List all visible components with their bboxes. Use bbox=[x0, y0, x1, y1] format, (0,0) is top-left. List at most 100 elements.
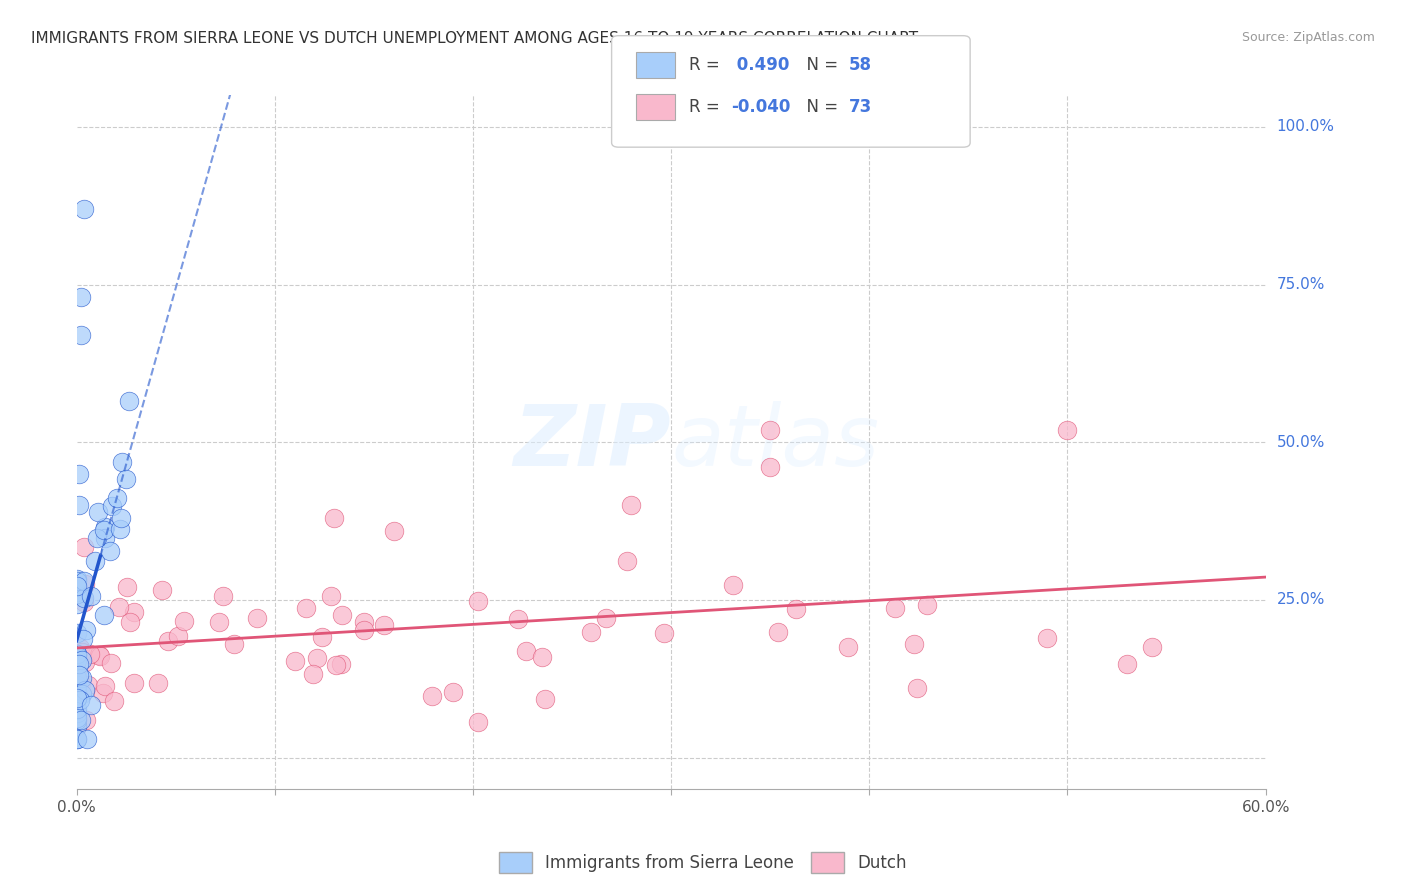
Point bbox=[65, 574, 87, 589]
Point bbox=[91, 686, 114, 700]
Point bbox=[917, 598, 939, 612]
Point bbox=[373, 617, 395, 632]
Point bbox=[69, 290, 91, 304]
Point bbox=[785, 602, 807, 616]
Point bbox=[93, 607, 115, 622]
Point bbox=[905, 681, 928, 695]
Legend: Immigrants from Sierra Leone, Dutch: Immigrants from Sierra Leone, Dutch bbox=[492, 846, 914, 880]
Point bbox=[65, 665, 87, 679]
Point bbox=[329, 657, 352, 671]
Point bbox=[616, 554, 638, 568]
Point bbox=[73, 202, 96, 216]
Point bbox=[654, 625, 676, 640]
Point bbox=[100, 656, 122, 670]
Point bbox=[167, 629, 190, 643]
Point bbox=[75, 624, 97, 638]
Point bbox=[103, 694, 125, 708]
Point bbox=[441, 684, 464, 698]
Point bbox=[98, 544, 121, 558]
Text: R =: R = bbox=[689, 56, 725, 74]
Point bbox=[1140, 640, 1163, 654]
Point bbox=[595, 610, 617, 624]
Point bbox=[89, 649, 111, 664]
Point bbox=[721, 578, 744, 592]
Point bbox=[66, 691, 89, 706]
Point bbox=[467, 715, 489, 730]
Point bbox=[65, 678, 87, 692]
Point bbox=[506, 612, 529, 626]
Point bbox=[1116, 657, 1139, 671]
Point bbox=[69, 640, 91, 655]
Text: R =: R = bbox=[689, 98, 725, 116]
Point bbox=[884, 600, 907, 615]
Point bbox=[301, 666, 323, 681]
Point bbox=[307, 651, 329, 665]
Point bbox=[330, 607, 353, 622]
Point bbox=[80, 590, 103, 604]
Point bbox=[73, 655, 96, 669]
Point bbox=[534, 691, 557, 706]
Point bbox=[319, 589, 342, 603]
Text: atlas: atlas bbox=[671, 401, 879, 483]
Point bbox=[212, 589, 235, 603]
Point bbox=[759, 460, 782, 475]
Text: Source: ZipAtlas.com: Source: ZipAtlas.com bbox=[1241, 31, 1375, 45]
Point bbox=[124, 606, 146, 620]
Point bbox=[86, 531, 108, 545]
Point bbox=[65, 702, 87, 716]
Point bbox=[65, 597, 87, 611]
Point bbox=[69, 328, 91, 343]
Point bbox=[110, 511, 132, 525]
Point bbox=[65, 572, 87, 586]
Point bbox=[382, 524, 405, 538]
Point bbox=[69, 677, 91, 691]
Text: 25.0%: 25.0% bbox=[1277, 592, 1324, 607]
Point bbox=[467, 594, 489, 608]
Point bbox=[73, 591, 96, 605]
Point bbox=[65, 684, 87, 698]
Point bbox=[111, 455, 134, 469]
Point bbox=[67, 657, 90, 672]
Point bbox=[1036, 631, 1059, 645]
Text: N =: N = bbox=[796, 98, 844, 116]
Text: 0.490: 0.490 bbox=[731, 56, 790, 74]
Point bbox=[105, 491, 128, 506]
Point bbox=[325, 657, 347, 672]
Point bbox=[72, 632, 94, 647]
Text: IMMIGRANTS FROM SIERRA LEONE VS DUTCH UNEMPLOYMENT AMONG AGES 16 TO 19 YEARS COR: IMMIGRANTS FROM SIERRA LEONE VS DUTCH UN… bbox=[31, 31, 918, 46]
Text: 100.0%: 100.0% bbox=[1277, 120, 1334, 135]
Point bbox=[73, 540, 96, 554]
Point bbox=[222, 637, 245, 651]
Point bbox=[69, 692, 91, 706]
Text: 73: 73 bbox=[849, 98, 873, 116]
Text: N =: N = bbox=[796, 56, 844, 74]
Point bbox=[246, 610, 269, 624]
Point bbox=[67, 667, 90, 681]
Point bbox=[70, 653, 93, 667]
Point bbox=[284, 654, 307, 668]
Text: 50.0%: 50.0% bbox=[1277, 434, 1324, 450]
Point bbox=[157, 633, 180, 648]
Point bbox=[94, 531, 117, 545]
Point bbox=[65, 653, 87, 667]
Point bbox=[77, 678, 100, 692]
Point bbox=[67, 498, 90, 512]
Point bbox=[94, 520, 117, 534]
Point bbox=[759, 423, 782, 437]
Point bbox=[65, 719, 87, 733]
Text: 75.0%: 75.0% bbox=[1277, 277, 1324, 292]
Point bbox=[87, 648, 110, 662]
Point bbox=[65, 706, 87, 721]
Point bbox=[87, 505, 110, 519]
Text: -0.040: -0.040 bbox=[731, 98, 790, 116]
Point bbox=[66, 579, 89, 593]
Point bbox=[73, 682, 96, 697]
Point bbox=[903, 637, 925, 651]
Point bbox=[353, 623, 375, 637]
Point bbox=[173, 614, 195, 628]
Point bbox=[70, 687, 93, 701]
Point bbox=[101, 499, 124, 513]
Text: 58: 58 bbox=[849, 56, 872, 74]
Point bbox=[75, 713, 97, 727]
Point bbox=[73, 574, 96, 589]
